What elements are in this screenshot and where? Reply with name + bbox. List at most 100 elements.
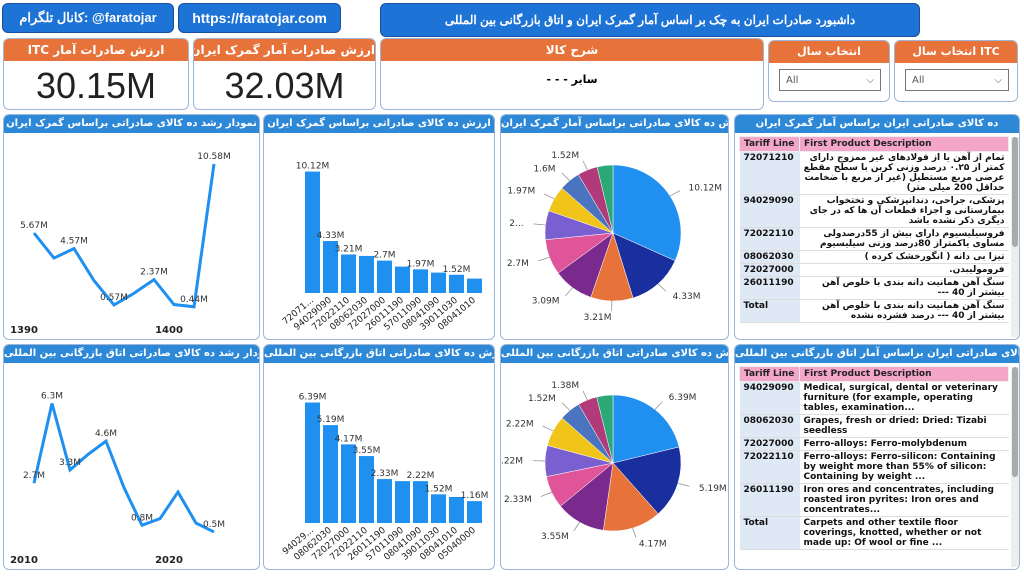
customs-pie-slice-label: 3.21M [584,313,612,323]
itc-bar-chart: 6.39M94029...5.19M080620304.17M720270003… [281,393,488,563]
customs-table-row[interactable]: 08062030 تیزا بی دانه ( انگورخشک کرده ) [739,250,1009,264]
itc-header-cell[interactable]: First Product Description [799,366,1009,382]
itc-products-table: Tariff Line First Product Description 9402… [739,366,1009,550]
itc-bar-data-label: 3.55M [353,446,381,456]
itc-year-filter: انتخاب سال ITC All ⌵ [894,40,1018,102]
itc-table-row[interactable]: 08062030 Grapes, fresh or dried: Dried: T… [739,414,1009,438]
itc-growth-panel: نمودار رشد ده کالای صادراتی اتاق بازرگان… [3,344,260,570]
itc-table-row[interactable]: 72022110 Ferro-alloys: Ferro-silicon: Con… [739,450,1009,484]
itc-export-label: ارزش صادرات آمار ITC [4,39,188,61]
customs-growth-title: نمودار رشد ده کالای صادراتی براساس گمرک … [4,115,259,133]
itc-growth-point-label: 3.3M [59,458,81,468]
year-dropdown[interactable]: All ⌵ [779,69,881,91]
itc-growth-point-label: 0.5M [203,520,225,530]
itc-bar-data-label: 5.19M [317,415,345,425]
itc-table-scrollbar[interactable] [1011,367,1019,567]
customs-table-row[interactable]: Total سنگ آهن همانیت دانه بندی با خلوص آه… [739,299,1009,323]
itc-bar-bar [305,402,320,523]
customs-description-cell: تمام از آهن یا از فولادهای غیر ممزوج دار… [799,151,1009,195]
itc-description-cell: Medical, surgical, dental or veterinary … [799,381,1009,415]
itc-pie-leader-line [573,522,580,532]
customs-pie-leader-line [565,287,573,296]
customs-table-scrollbar[interactable] [1011,137,1019,337]
itc-growth-title: نمودار رشد ده کالای صادراتی اتاق بازرگان… [4,345,259,363]
chevron-down-icon: ⌵ [994,74,1002,86]
itc-table-row[interactable]: 26011190 Iron ores and concentrates, incl… [739,483,1009,517]
customs-pie-slice-label: 4.33M [673,292,701,302]
customs-growth-x-tick: 1390 [10,325,38,336]
itc-bar-data-label: 1.52M [425,484,453,494]
customs-export-value: 32.03M [224,65,345,106]
customs-export-kpi: ارزش صادرات آمار گمرک ایران 32.03M [193,38,376,110]
itc-bar-bar [341,444,356,523]
itc-growth-point-label: 4.6M [95,429,117,439]
customs-table-row[interactable]: 94029090 پزشکی، جراحی، دندانپزشکی و تختخو… [739,194,1009,228]
customs-pie-title: ارزش ده کالای صادراتی براساس آمار گمرک ا… [501,115,728,133]
itc-bar-bar [449,496,464,523]
customs-bar-data-label: 1.52M [443,265,471,275]
customs-tariff-cell: 26011190 [739,276,800,300]
customs-growth-chart: 5.67M 4.57M 0.57M 2.37M 0.44M 10.58M 1390 1400 [10,152,231,336]
itc-growth-point-label: 6.3M [41,392,63,402]
customs-growth-x-tick: 1400 [155,325,183,336]
itc-pie-panel: ارزش ده کالای صادراتی اتاق بازرگانی بین … [500,344,729,570]
customs-bar-data-label: 3.21M [335,244,363,254]
itc-growth-x-tick: 2020 [155,555,183,566]
itc-year-dropdown[interactable]: All ⌵ [905,69,1009,91]
customs-pie-slice-label: 2... [509,219,523,229]
itc-table-row[interactable]: 94029090 Medical, surgical, dental or vet… [739,381,1009,415]
itc-table-row[interactable]: 72027000 Ferro-alloys: Ferro-molybdenum [739,437,1009,451]
itc-growth-x-tick: 2010 [10,555,38,566]
customs-tariff-cell: Total [739,299,800,323]
itc-pie-slice-label: 1.38M [551,381,579,391]
itc-pie-chart: 6.39M 5.19M 4.17M 3.55M 2.33M 2.22M 2.22M 1.52M… [501,381,727,549]
customs-table-row[interactable]: 72071210 تمام از آهن یا از فولادهای غیر م… [739,151,1009,195]
customs-tariff-cell: 72022110 [739,227,800,251]
itc-pie-leader-line [677,482,690,487]
customs-table-panel: ده کالای صادراتی ایران براساس آمار گمرک … [734,114,1020,340]
year-filter-label: انتخاب سال [769,41,889,63]
customs-pie-slice-label: 1.52M [551,151,579,161]
itc-growth-point-label: 2.7M [23,471,45,481]
itc-tariff-cell: 72022110 [739,450,800,484]
customs-table-row[interactable]: 72022110 فروسیلیسیوم دارای بیش از 55درصدو… [739,227,1009,251]
customs-pie-leader-line [669,190,681,197]
itc-growth-series-line [32,403,215,534]
customs-growth-panel: نمودار رشد ده کالای صادراتی براساس گمرک … [3,114,260,340]
itc-header-cell[interactable]: Tariff Line [739,366,800,382]
itc-table-panel: ده کالای صادراتی ایران براساس آمار اتاق … [734,344,1020,570]
customs-pie-panel: ارزش ده کالای صادراتی براساس آمار گمرک ا… [500,114,729,340]
itc-pie-slice-label: 5.19M [699,484,727,494]
customs-bar-bar [395,266,410,293]
itc-pie-slice-label: 4.17M [639,539,667,549]
customs-pie-leader-line [533,223,546,226]
itc-pie-slice-label: 2.22M [506,419,534,429]
customs-pie-slice-label: 3.09M [532,297,560,307]
customs-header-cell[interactable]: First Product Description [799,136,1009,152]
customs-bar-bar [449,274,464,293]
customs-pie-slice-label: 10.12M [689,183,723,193]
customs-bar-data-label: 10.12M [296,162,330,172]
itc-description-cell: Iron ores and concentrates, including ro… [799,483,1009,517]
itc-pie-slice-label: 6.39M [669,393,697,403]
year-filter: انتخاب سال All ⌵ [768,40,890,102]
goods-description-card: شرح کالا - - - سایر [380,38,764,110]
itc-table-row[interactable]: Total Carpets and other textile floor cov… [739,516,1009,550]
itc-bar-bar [431,494,446,523]
customs-pie-leader-line [561,172,570,181]
goods-description-value: - - - سایر [546,73,598,86]
itc-pie-slice [612,394,680,464]
website-button[interactable]: https://faratojar.com [178,3,341,33]
itc-bar-data-label: 4.17M [335,434,363,444]
itc-bar-data-label: 2.33M [371,469,399,479]
customs-description-cell: پزشکی، جراحی، دندانپزشکی و تختخواب بیمار… [799,194,1009,228]
itc-pie-slice-label: 2.33M [504,495,532,505]
customs-growth-point-label: 4.57M [60,237,88,247]
customs-table-row[interactable]: 26011190 سنگ آهن همانیت دانه بندی با خلوص… [739,276,1009,300]
customs-header-cell[interactable]: Tariff Line [739,136,800,152]
telegram-channel-button[interactable]: کانال تلگرام: @faratojar [2,3,174,33]
itc-growth-point-label: 0.8M [131,513,153,523]
itc-tariff-cell: 26011190 [739,483,800,517]
customs-table-row[interactable]: 72027000 فرومولیبدن. [739,263,1009,277]
customs-tariff-cell: 94029090 [739,194,800,228]
